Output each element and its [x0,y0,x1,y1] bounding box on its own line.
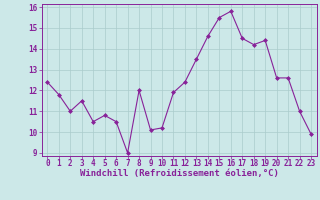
X-axis label: Windchill (Refroidissement éolien,°C): Windchill (Refroidissement éolien,°C) [80,169,279,178]
